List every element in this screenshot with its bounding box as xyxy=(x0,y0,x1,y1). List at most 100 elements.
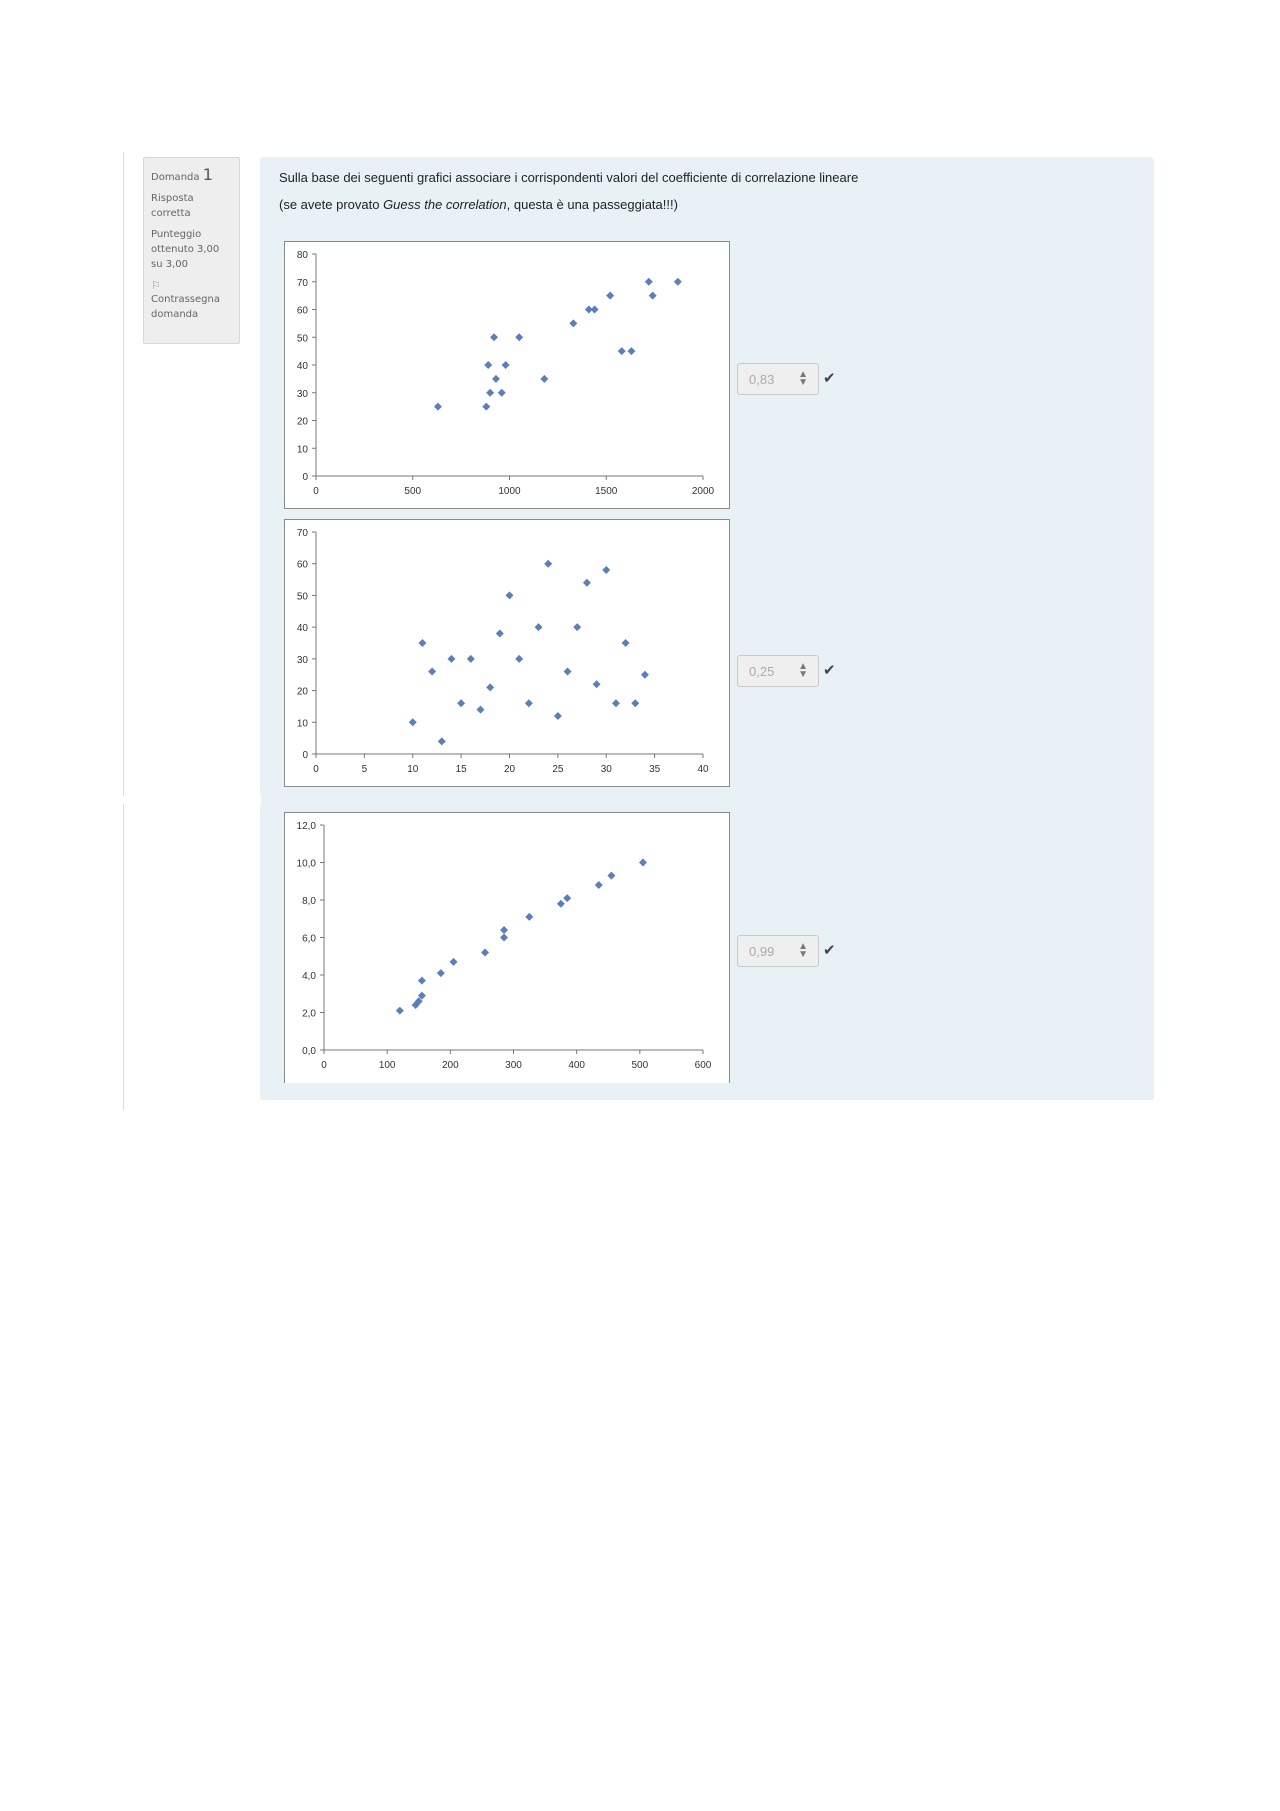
question-text-part1: (se avete provato xyxy=(279,197,384,212)
data-point xyxy=(594,881,603,889)
select-arrows-icon: ▲ ▼ xyxy=(798,661,808,680)
answer-select-1[interactable]: 0,83 ▲ ▼ xyxy=(737,363,819,395)
data-point xyxy=(611,699,620,708)
question-info-box: Domanda 1 Risposta corretta Punteggio ot… xyxy=(143,157,240,344)
y-tick-label: 60 xyxy=(297,560,309,571)
data-point xyxy=(556,899,565,908)
data-point xyxy=(534,623,543,632)
check-icon: ✔ xyxy=(823,661,836,679)
data-point xyxy=(486,683,495,692)
question-number: Domanda 1 xyxy=(151,167,232,185)
x-tick-label: 25 xyxy=(552,764,564,775)
y-tick-label: 20 xyxy=(297,687,309,698)
x-tick-label: 0 xyxy=(321,1060,327,1071)
data-point xyxy=(501,361,510,369)
x-tick-label: 0 xyxy=(313,486,319,497)
answer-select-2[interactable]: 0,25 ▲ ▼ xyxy=(737,655,819,687)
data-point xyxy=(592,680,601,689)
data-point xyxy=(457,699,466,708)
flag-label: Contrassegna domanda xyxy=(151,294,220,320)
data-point xyxy=(563,894,572,903)
y-tick-label: 0 xyxy=(302,472,308,483)
data-point xyxy=(525,912,534,921)
answer-select-2-value: 0,25 xyxy=(749,664,775,679)
data-point xyxy=(606,291,615,300)
data-point xyxy=(417,991,426,1000)
y-tick-label: 80 xyxy=(297,250,309,261)
select-arrows-icon: ▲ ▼ xyxy=(798,369,808,388)
question-text-line1: Sulla base dei seguenti grafici associar… xyxy=(279,170,859,185)
data-point xyxy=(433,402,442,411)
x-tick-label: 40 xyxy=(697,764,709,775)
y-tick-label: 40 xyxy=(297,361,309,372)
answer-select-3[interactable]: 0,99 ▲ ▼ xyxy=(737,935,819,967)
data-point xyxy=(573,623,582,632)
data-point xyxy=(590,305,599,314)
answer-status: Risposta corretta xyxy=(151,193,194,219)
data-point xyxy=(631,699,640,708)
x-tick-label: 2000 xyxy=(692,486,715,497)
data-point xyxy=(395,1006,404,1015)
scatter-chart-1-svg: 0 500 1000 1500 2000 0 10 20 30 40 50 60 70 80 xyxy=(297,250,715,497)
data-point xyxy=(515,654,524,663)
scatter-chart-1: 0 500 1000 1500 2000 0 10 20 30 40 50 60 70 80 xyxy=(284,241,730,509)
data-point xyxy=(540,374,549,383)
data-point xyxy=(553,711,562,720)
scatter-chart-3-svg: 0 100 200 300 400 500 600 0,0 2,0 4,0 6,0 8,0 10,0 12… xyxy=(297,821,712,1071)
x-tick-label: 20 xyxy=(504,764,516,775)
data-point xyxy=(495,629,504,638)
data-point xyxy=(447,654,456,663)
scatter-chart-3: 0 100 200 300 400 500 600 0,0 2,0 4,0 6,0 8,0 10,0 12… xyxy=(284,812,730,1083)
data-point xyxy=(411,1001,420,1009)
data-point xyxy=(644,277,653,286)
data-point xyxy=(640,670,649,679)
y-tick-label: 10 xyxy=(297,444,309,455)
y-tick-label: 60 xyxy=(297,306,309,317)
data-point xyxy=(673,277,682,286)
x-tick-label: 400 xyxy=(568,1060,585,1071)
data-point xyxy=(449,957,458,966)
data-point xyxy=(484,361,493,369)
y-tick-label: 12,0 xyxy=(297,821,317,832)
data-point xyxy=(648,291,657,300)
y-tick-label: 50 xyxy=(297,591,309,602)
x-tick-label: 500 xyxy=(404,486,421,497)
data-point xyxy=(408,718,417,727)
x-tick-label: 1000 xyxy=(498,486,521,497)
x-tick-label: 600 xyxy=(695,1060,712,1071)
data-point xyxy=(437,737,446,746)
flag-question-link[interactable]: ⚐ Contrassegna domanda xyxy=(151,280,232,322)
y-tick-label: 8,0 xyxy=(302,896,316,907)
data-point xyxy=(500,926,509,934)
x-tick-label: 35 xyxy=(649,764,661,775)
y-tick-label: 4,0 xyxy=(302,971,316,982)
data-point xyxy=(505,591,514,600)
data-point xyxy=(481,948,490,957)
page-break-gap xyxy=(121,796,261,804)
data-point xyxy=(414,997,423,1006)
answer-select-1-value: 0,83 xyxy=(749,372,775,387)
x-tick-label: 5 xyxy=(362,764,368,775)
data-point xyxy=(569,319,578,328)
x-tick-label: 500 xyxy=(631,1060,648,1071)
x-tick-label: 0 xyxy=(313,764,319,775)
y-tick-label: 2,0 xyxy=(302,1009,316,1020)
y-tick-label: 70 xyxy=(297,278,309,289)
data-point xyxy=(515,333,524,342)
check-icon: ✔ xyxy=(823,369,836,387)
x-tick-label: 30 xyxy=(601,764,613,775)
y-tick-label: 6,0 xyxy=(302,934,316,945)
y-tick-label: 70 xyxy=(297,528,309,539)
question-text-link-name: Guess the correlation xyxy=(383,197,507,212)
scatter-chart-2: 0 5 10 15 20 25 30 35 40 0 10 20 30 40 50 60 70 xyxy=(284,519,730,787)
y-tick-label: 10,0 xyxy=(297,859,317,870)
data-point xyxy=(524,699,533,708)
y-tick-label: 30 xyxy=(297,389,309,400)
data-point xyxy=(476,705,485,714)
y-tick-label: 10 xyxy=(297,718,309,729)
data-point xyxy=(428,667,437,676)
score-text: Punteggio ottenuto 3,00 su 3,00 xyxy=(151,229,220,270)
y-tick-label: 20 xyxy=(297,417,309,428)
question-number-value: 1 xyxy=(202,165,213,184)
x-tick-label: 15 xyxy=(456,764,468,775)
